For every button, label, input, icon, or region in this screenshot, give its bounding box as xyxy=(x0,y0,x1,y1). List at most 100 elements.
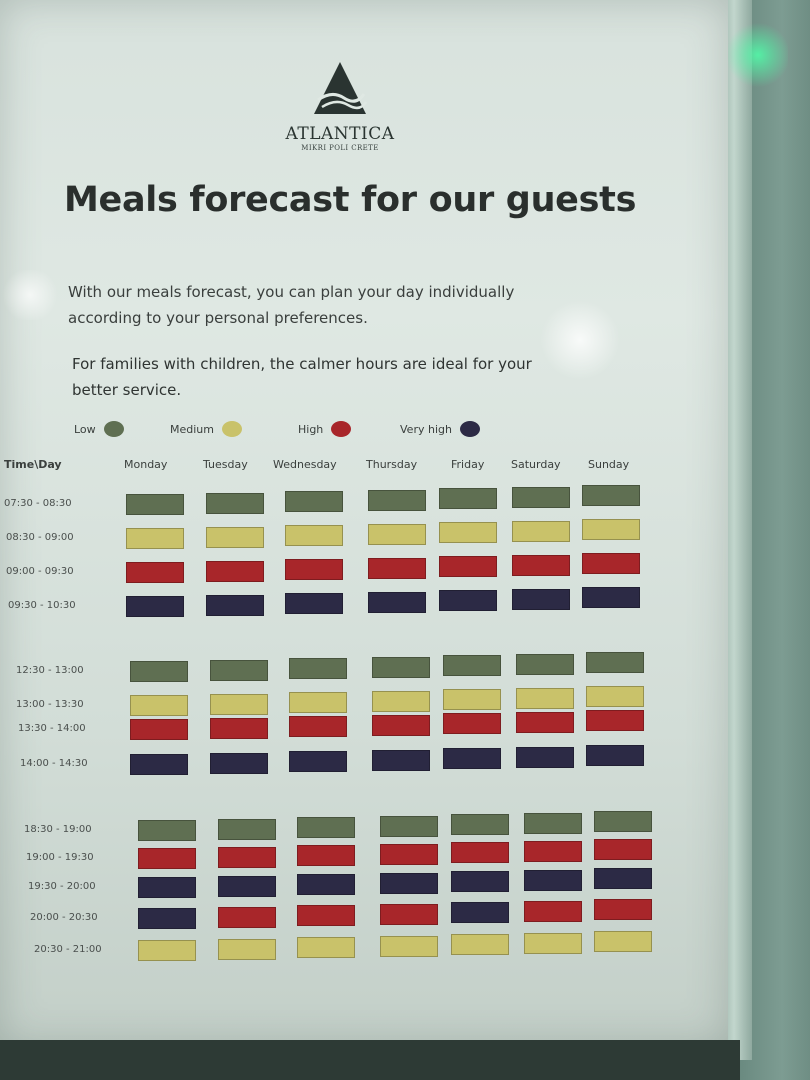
forecast-cell-med xyxy=(439,522,497,543)
forecast-cell-med xyxy=(443,689,501,710)
forecast-cell-med xyxy=(512,520,570,542)
forecast-cell-med xyxy=(126,528,184,549)
day-header-friday: Friday xyxy=(451,458,485,471)
forecast-cell-vhigh xyxy=(594,868,652,889)
poster: ATLANTICA MIKRI POLI CRETE Meals forecas… xyxy=(0,0,728,1046)
forecast-cell-vhigh xyxy=(126,596,184,617)
forecast-cell-low xyxy=(206,492,264,514)
forecast-cell-med xyxy=(451,934,509,955)
day-header-monday: Monday xyxy=(124,458,168,471)
forecast-cell-vhigh xyxy=(451,871,509,892)
forecast-cell-vhigh xyxy=(297,874,355,895)
legend-label: High xyxy=(298,422,324,436)
forecast-cell-vhigh xyxy=(451,902,509,923)
forecast-cell-vhigh xyxy=(516,746,574,768)
forecast-cell-high xyxy=(439,556,497,577)
forecast-cell-vhigh xyxy=(218,875,276,897)
forecast-cell-low xyxy=(126,494,184,515)
forecast-cell-low xyxy=(218,818,276,840)
forecast-cell-high xyxy=(372,714,430,736)
legend-item-high: High xyxy=(298,421,352,437)
time-slot-label: 12:30 - 13:00 xyxy=(16,665,84,676)
forecast-cell-high xyxy=(218,846,276,868)
forecast-cell-low xyxy=(380,815,438,837)
legend-dot xyxy=(103,421,124,437)
forecast-cell-med xyxy=(210,693,268,715)
light-glare xyxy=(540,300,620,380)
forecast-cell-low xyxy=(451,814,509,835)
forecast-cell-low xyxy=(210,659,268,681)
time-slot-label: 19:00 - 19:30 xyxy=(26,852,94,863)
table-corner-label: Time\Day xyxy=(4,458,62,471)
day-header-thursday: Thursday xyxy=(366,458,418,471)
forecast-cell-vhigh xyxy=(130,754,188,775)
forecast-cell-vhigh xyxy=(210,752,268,774)
forecast-cell-high xyxy=(586,710,644,731)
day-header-saturday: Saturday xyxy=(511,458,561,471)
time-slot-label: 19:30 - 20:00 xyxy=(28,881,96,892)
forecast-cell-vhigh xyxy=(586,745,644,766)
forecast-cell-low xyxy=(372,656,430,678)
forecast-cell-high xyxy=(130,719,188,740)
forecast-cell-vhigh xyxy=(368,591,426,613)
forecast-cell-med xyxy=(586,686,644,707)
legend-dot xyxy=(331,421,352,437)
green-light-glow xyxy=(728,20,788,90)
time-slot-label: 08:30 - 09:00 xyxy=(6,532,74,543)
legend-label: Medium xyxy=(170,422,214,436)
forecast-cell-high xyxy=(594,899,652,920)
forecast-cell-vhigh xyxy=(512,588,570,610)
time-slot-label: 20:00 - 20:30 xyxy=(30,912,98,923)
time-slot-label: 18:30 - 19:00 xyxy=(24,824,92,835)
time-slot-label: 20:30 - 21:00 xyxy=(34,944,102,955)
forecast-cell-low xyxy=(594,811,652,832)
forecast-cell-med xyxy=(516,687,574,709)
page-title: Meals forecast for our guests xyxy=(64,180,637,220)
forecast-cell-vhigh xyxy=(443,748,501,769)
forecast-cell-low xyxy=(439,488,497,509)
forecast-cell-vhigh xyxy=(138,908,196,929)
forecast-cell-low xyxy=(368,489,426,511)
intro-text: With our meals forecast, you can plan yo… xyxy=(68,280,628,331)
legend-item-medium: Medium xyxy=(170,421,242,437)
intro-line-3: For families with children, the calmer h… xyxy=(72,355,532,373)
forecast-cell-high xyxy=(380,903,438,925)
forecast-cell-low xyxy=(512,486,570,508)
legend-dot xyxy=(459,421,480,437)
logo: ATLANTICA MIKRI POLI CRETE xyxy=(270,60,410,152)
legend-item-low: Low xyxy=(74,421,124,437)
forecast-cell-med xyxy=(594,931,652,952)
forecast-cell-high xyxy=(380,843,438,865)
forecast-cell-med xyxy=(368,523,426,545)
time-slot-label: 09:30 - 10:30 xyxy=(8,600,76,611)
forecast-cell-low xyxy=(524,812,582,834)
mountain-logo-icon xyxy=(314,62,368,114)
day-header-sunday: Sunday xyxy=(588,458,630,471)
forecast-cell-low xyxy=(297,817,355,838)
legend-item-very-high: Very high xyxy=(400,421,480,437)
forecast-cell-vhigh xyxy=(285,593,343,614)
forecast-cell-vhigh xyxy=(289,751,347,772)
legend-label: Very high xyxy=(400,422,452,436)
intro-line-1: With our meals forecast, you can plan yo… xyxy=(68,283,515,301)
forecast-cell-vhigh xyxy=(206,594,264,616)
forecast-cell-med xyxy=(285,525,343,546)
time-slot-label: 13:30 - 14:00 xyxy=(18,723,86,734)
forecast-cell-high xyxy=(524,900,582,922)
legend: Low Medium High Very high xyxy=(74,421,534,443)
forecast-cell-high xyxy=(512,554,570,576)
forecast-cell-vhigh xyxy=(524,869,582,891)
forecast-cell-low xyxy=(586,652,644,673)
forecast-cell-low xyxy=(130,661,188,682)
forecast-cell-med xyxy=(289,692,347,713)
forecast-cell-med xyxy=(138,940,196,961)
forecast-cell-high xyxy=(126,562,184,583)
forecast-cell-high xyxy=(285,559,343,580)
forecast-cell-high xyxy=(297,905,355,926)
forecast-cell-vhigh xyxy=(138,877,196,898)
day-header-wednesday: Wednesday xyxy=(273,458,337,471)
forecast-cell-high xyxy=(451,842,509,863)
brand-name: ATLANTICA xyxy=(285,124,395,144)
forecast-cell-med xyxy=(297,937,355,958)
forecast-cell-med xyxy=(372,690,430,712)
